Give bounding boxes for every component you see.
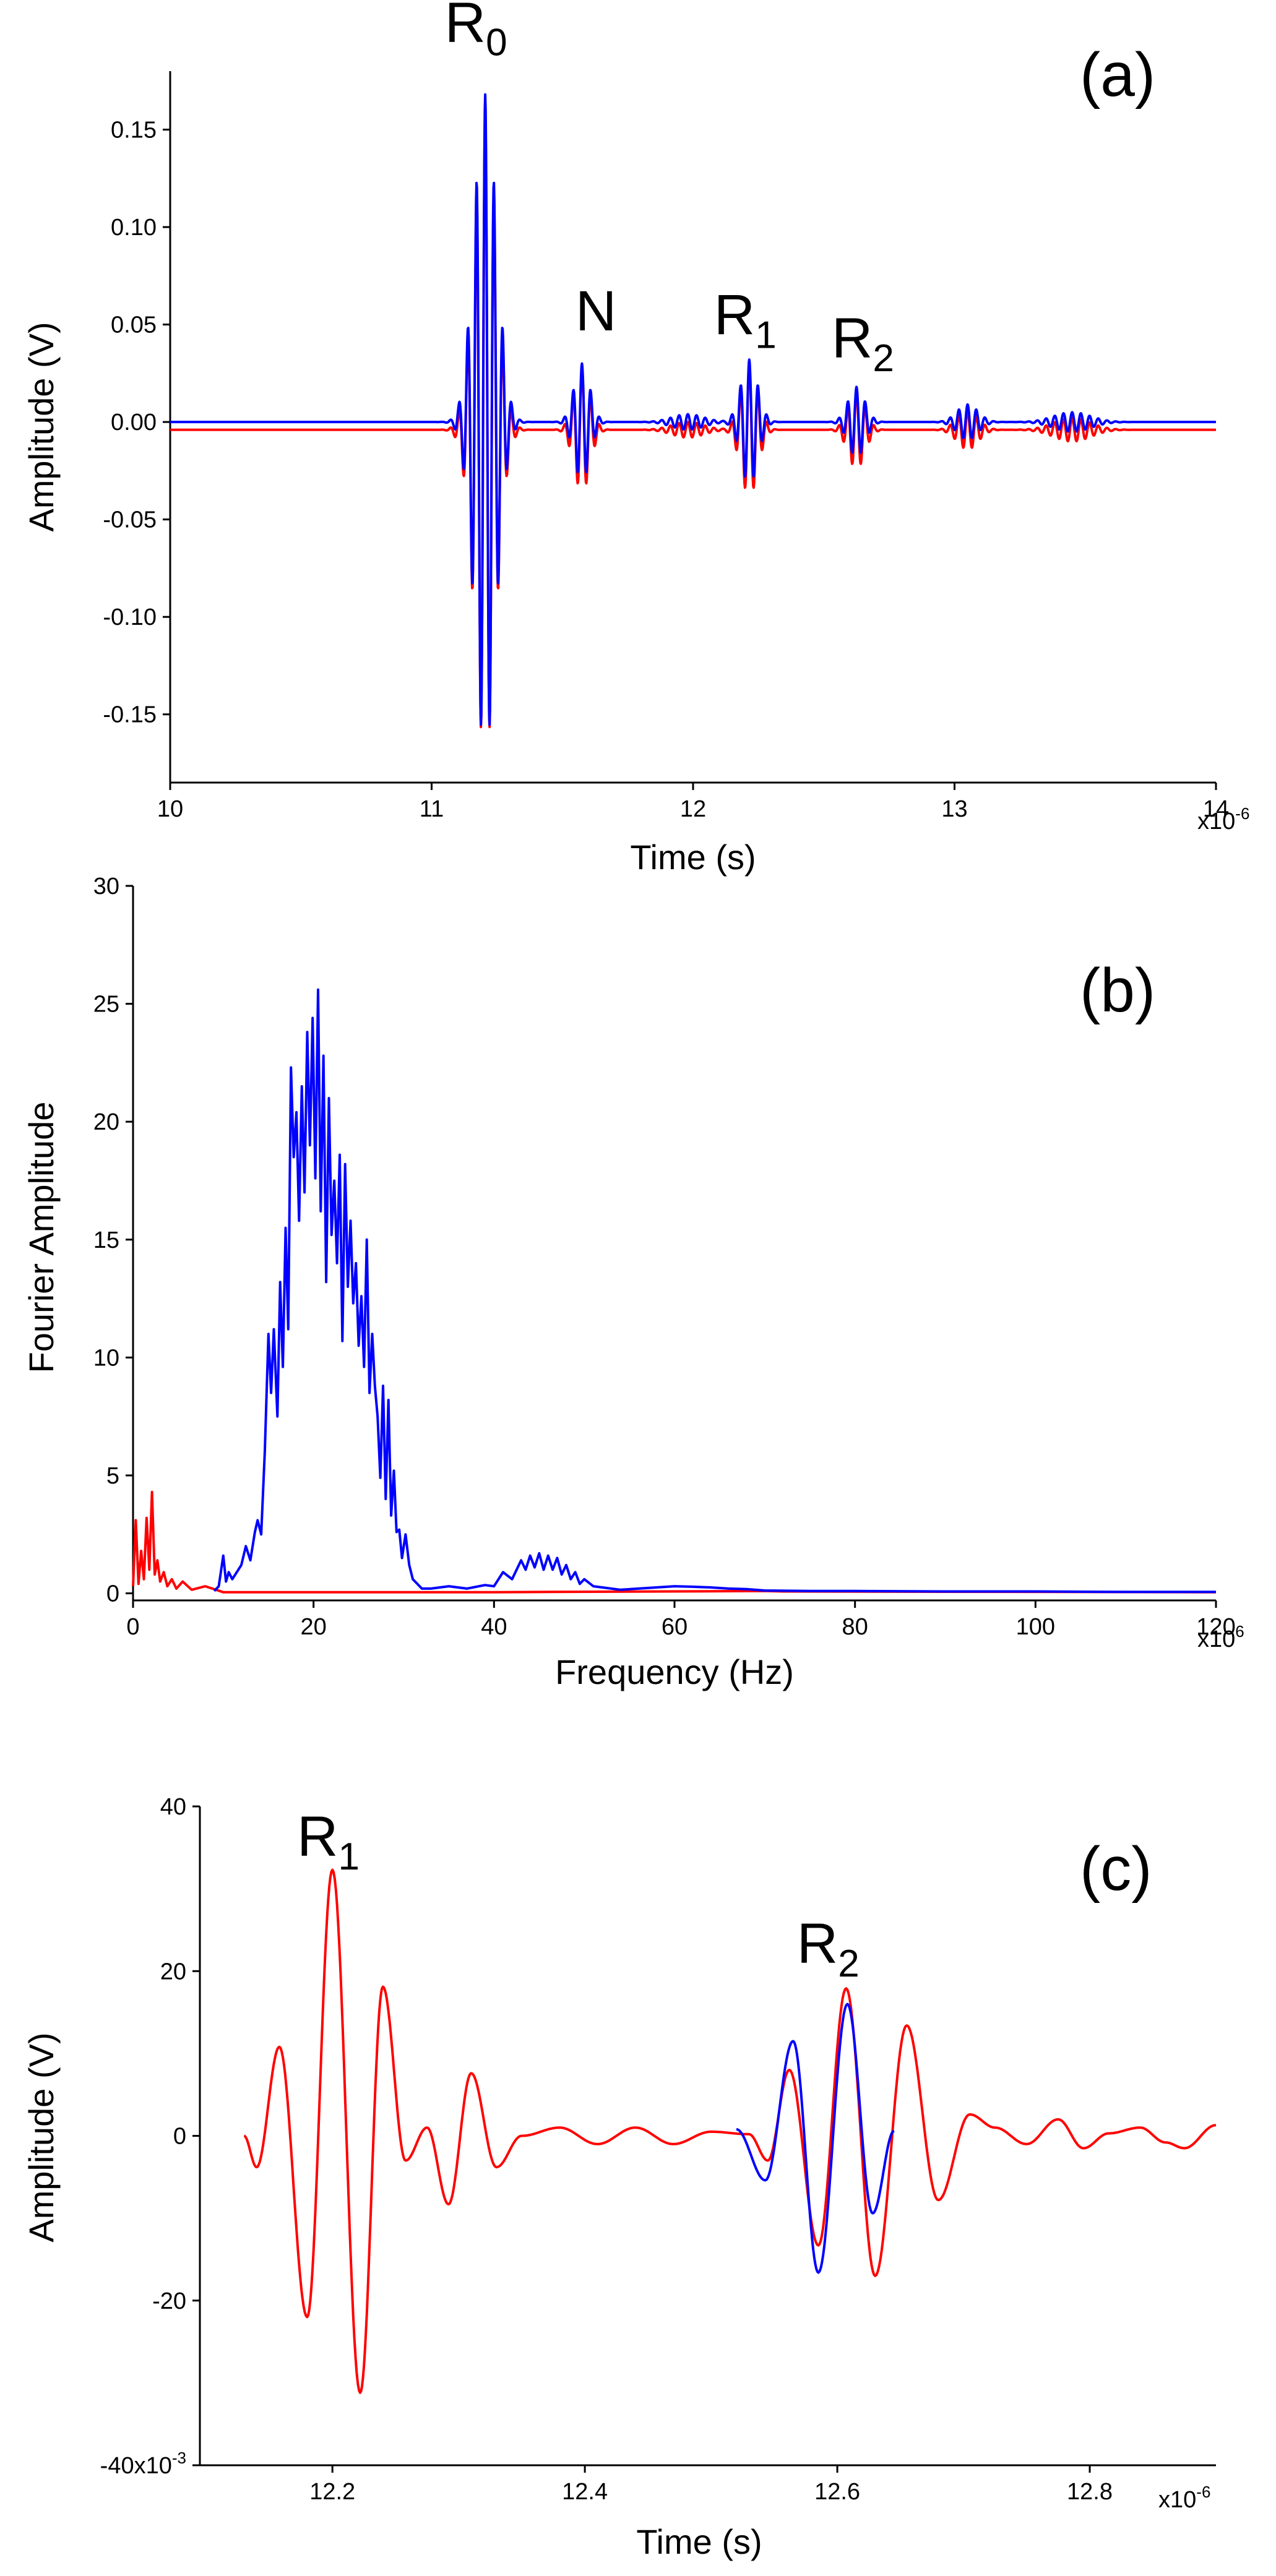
panel-b-y-label: Fourier Amplitude	[22, 1102, 61, 1373]
panel-a-ytick-label: 0.10	[111, 215, 157, 241]
panel-c-label: (c)	[1080, 1834, 1152, 1904]
panel-b-series-blue-spectrum	[213, 988, 1216, 1594]
panel-c-xtick-label: 12.8	[1067, 2479, 1113, 2505]
panel-b-ytick-label: 30	[93, 874, 119, 899]
panel-a-xtick-label: 11	[420, 796, 444, 822]
panel-a-y-label: Amplitude (V)	[22, 322, 61, 531]
panel-b-ytick-label: 15	[93, 1227, 119, 1253]
annotation-main: R	[832, 307, 873, 370]
panel-b-x-exponent: x106	[1197, 1622, 1244, 1652]
annotation-subscript: 1	[338, 1835, 360, 1878]
panel-b-series	[132, 988, 1217, 1594]
annotation-main: R	[297, 1805, 338, 1868]
panel-a-xtick-label: 14	[1203, 796, 1229, 822]
panel-c-annotation: R2	[797, 1912, 860, 1985]
panel-c-ytick-label: 40	[160, 1794, 186, 1820]
panel-a-annotation: R1	[714, 283, 777, 356]
panel-a-ytick-label: 0.15	[111, 118, 157, 144]
panel-c-y-label: Amplitude (V)	[22, 2032, 61, 2242]
panel-b-xtick-label: 60	[662, 1614, 688, 1640]
panel-a-series	[169, 93, 1217, 729]
panel-a-ytick-label: 0.05	[111, 312, 157, 338]
panel-b-ytick-label: 5	[106, 1463, 119, 1489]
panel-b-xtick-label: 100	[1016, 1614, 1055, 1640]
panel-a-annotation: N	[575, 280, 616, 343]
annotation-subscript: 2	[873, 337, 894, 380]
panel-b-series-red-spectrum	[132, 1490, 1217, 1594]
panel-a-x-label: Time (s)	[630, 838, 756, 877]
panel-c-xtick-label: 12.2	[309, 2479, 355, 2505]
panel-a-x-exponent: x10-6	[1197, 804, 1249, 835]
panel-a-series-measured	[169, 106, 1217, 729]
panel-a-label: (a)	[1080, 40, 1155, 109]
panel-b-ytick-label: 10	[93, 1345, 119, 1371]
annotation-main: R	[714, 283, 755, 346]
panel-b-xtick-label: 80	[842, 1614, 868, 1640]
panel-c-ytick-label: -20	[152, 2288, 186, 2314]
panel-a-series-reconstructed	[169, 93, 1217, 726]
panel-c-y-exponent: x10	[134, 2453, 172, 2479]
panel-c-series	[243, 1868, 1217, 2394]
panel-a-ytick-label: 0.00	[111, 410, 157, 436]
panel-c-xtick-label: 12.4	[562, 2479, 608, 2505]
panel-b: 0 20 40 60 80 100 120 0 5 10 15 20 25 30 (b) Frequenc…	[22, 874, 1244, 1691]
panel-a-xtick-label: 12	[680, 796, 706, 822]
panel-c-x-label: Time (s)	[636, 2522, 762, 2561]
panel-a-xtick-label: 13	[941, 796, 967, 822]
panel-b-ytick-label: 20	[93, 1109, 119, 1135]
panel-c-ytick-label: 0	[173, 2124, 186, 2150]
annotation-subscript: 1	[755, 314, 776, 356]
annotation-main: R	[797, 1912, 838, 1975]
panel-b-xtick-label: 20	[301, 1614, 327, 1640]
panel-b-ytick-label: 0	[106, 1581, 119, 1607]
panel-a-ticks: 10 11 12 13 14-0.15-0.10-0.050.000.050.100.1…	[103, 118, 1229, 822]
panel-a-annotations: R0N R1 R2	[445, 0, 894, 380]
panel-c-series-measured	[243, 1868, 1217, 2394]
panel-c-ytick-label: -40x10-3	[100, 2449, 186, 2479]
panel-a-xtick-label: 10	[157, 796, 183, 822]
panel-c-annotation: R1	[297, 1805, 360, 1878]
annotation-main: R	[445, 0, 486, 54]
panel-c-x-exponent: x10-6	[1158, 2483, 1210, 2513]
annotation-subscript: 0	[486, 22, 507, 64]
panel-a-annotation: R2	[832, 307, 894, 380]
panel-c-y-exponent-power: -3	[172, 2449, 186, 2467]
panel-c-ticks: 12.2 12.4 12.6 12.8 -40x10-3 -20 0 20 40	[100, 1794, 1113, 2505]
panel-b-ticks: 0 20 40 60 80 100 120 0 5 10 15 20 25 30	[93, 874, 1236, 1640]
panel-a-ytick-label: -0.15	[103, 702, 157, 728]
panel-b-ytick-label: 25	[93, 992, 119, 1018]
panel-a-ytick-label: -0.05	[103, 507, 157, 533]
panel-b-label: (b)	[1080, 956, 1155, 1025]
panel-c-series-reconstructed	[736, 2003, 895, 2274]
panel-b-x-label: Frequency (Hz)	[555, 1652, 794, 1691]
panel-b-xtick-label: 120	[1196, 1614, 1235, 1640]
annotation-subscript: 2	[838, 1943, 859, 1985]
panel-c-ytick-label: 20	[160, 1959, 186, 1985]
panel-b-xtick-label: 0	[126, 1614, 139, 1640]
panel-b-xtick-label: 40	[481, 1614, 507, 1640]
panel-a-ytick-label: -0.10	[103, 604, 157, 630]
panel-a-annotation: R0	[445, 0, 507, 64]
annotation-main: N	[575, 280, 616, 343]
panel-a: 10 11 12 13 14-0.15-0.10-0.050.000.050.100.1…	[22, 0, 1249, 877]
panel-c-xtick-label: 12.6	[814, 2479, 860, 2505]
